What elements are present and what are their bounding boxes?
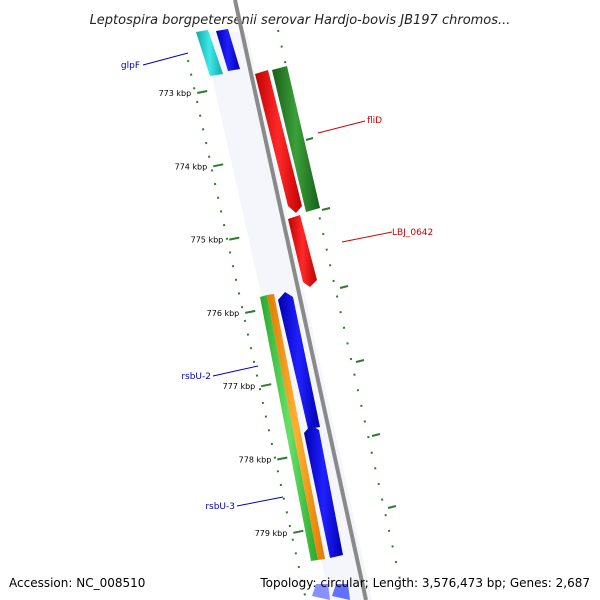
kbp-tick-mark (197, 90, 208, 94)
kbp-tick-label: 773 kbp (159, 89, 192, 98)
gene-red-1[interactable] (255, 70, 302, 213)
chromosome-backbone (233, 0, 368, 600)
kbp-tick-label: 777 kbp (223, 382, 256, 391)
gene-blue-bottom-2[interactable] (332, 584, 350, 600)
kbp-tick-mark (229, 236, 240, 241)
kbp-tick-label: 779 kbp (255, 529, 288, 538)
accession-text: Accession: NC_008510 (9, 576, 145, 590)
topology-text: Topology: circular; Length: 3,576,473 bp… (259, 576, 590, 590)
gene-label-fliD[interactable]: fliD (367, 116, 382, 126)
kbp-tick-mark (261, 383, 272, 388)
gene-rsbU-2[interactable] (278, 292, 320, 429)
kbp-tick-label: 774 kbp (175, 162, 208, 171)
gene-blue-top[interactable] (216, 29, 240, 71)
gene-fliD[interactable] (272, 66, 320, 212)
kbp-tick-label: 776 kbp (207, 309, 240, 318)
kbp-tick-mark (245, 309, 256, 314)
gene-label-glpF[interactable]: glpF (121, 61, 140, 71)
gene-label-LBJ_0642[interactable]: LBJ_0642 (392, 228, 433, 238)
gene-rsbU-3[interactable] (304, 425, 343, 558)
gene-LBJ_0642[interactable] (288, 215, 317, 287)
kbp-tick-mark (293, 529, 304, 534)
gene-green-long[interactable] (260, 295, 318, 561)
map-title: Leptospira borgpetersenii serovar Hardjo… (90, 13, 511, 28)
kbp-ticks: 773 kbp 774 kbp 775 kbp 776 kbp 777 kbp 778 k… (159, 89, 304, 538)
kbp-tick-label: 778 kbp (239, 456, 272, 465)
kbp-tick-label: 775 kbp (191, 236, 224, 245)
gene-glpF-cyan[interactable] (196, 30, 223, 76)
gene-label-rsbU-2[interactable]: rsbU-2 (181, 372, 211, 382)
right-track-dashes (305, 137, 397, 509)
gene-orange-long[interactable] (267, 294, 325, 560)
gene-label-rsbU-3[interactable]: rsbU-3 (205, 502, 235, 512)
kbp-tick-mark (277, 456, 288, 461)
kbp-tick-mark (213, 163, 224, 168)
gene-blue-bottom-1[interactable] (312, 584, 330, 600)
gene-label-lines (142, 52, 393, 507)
